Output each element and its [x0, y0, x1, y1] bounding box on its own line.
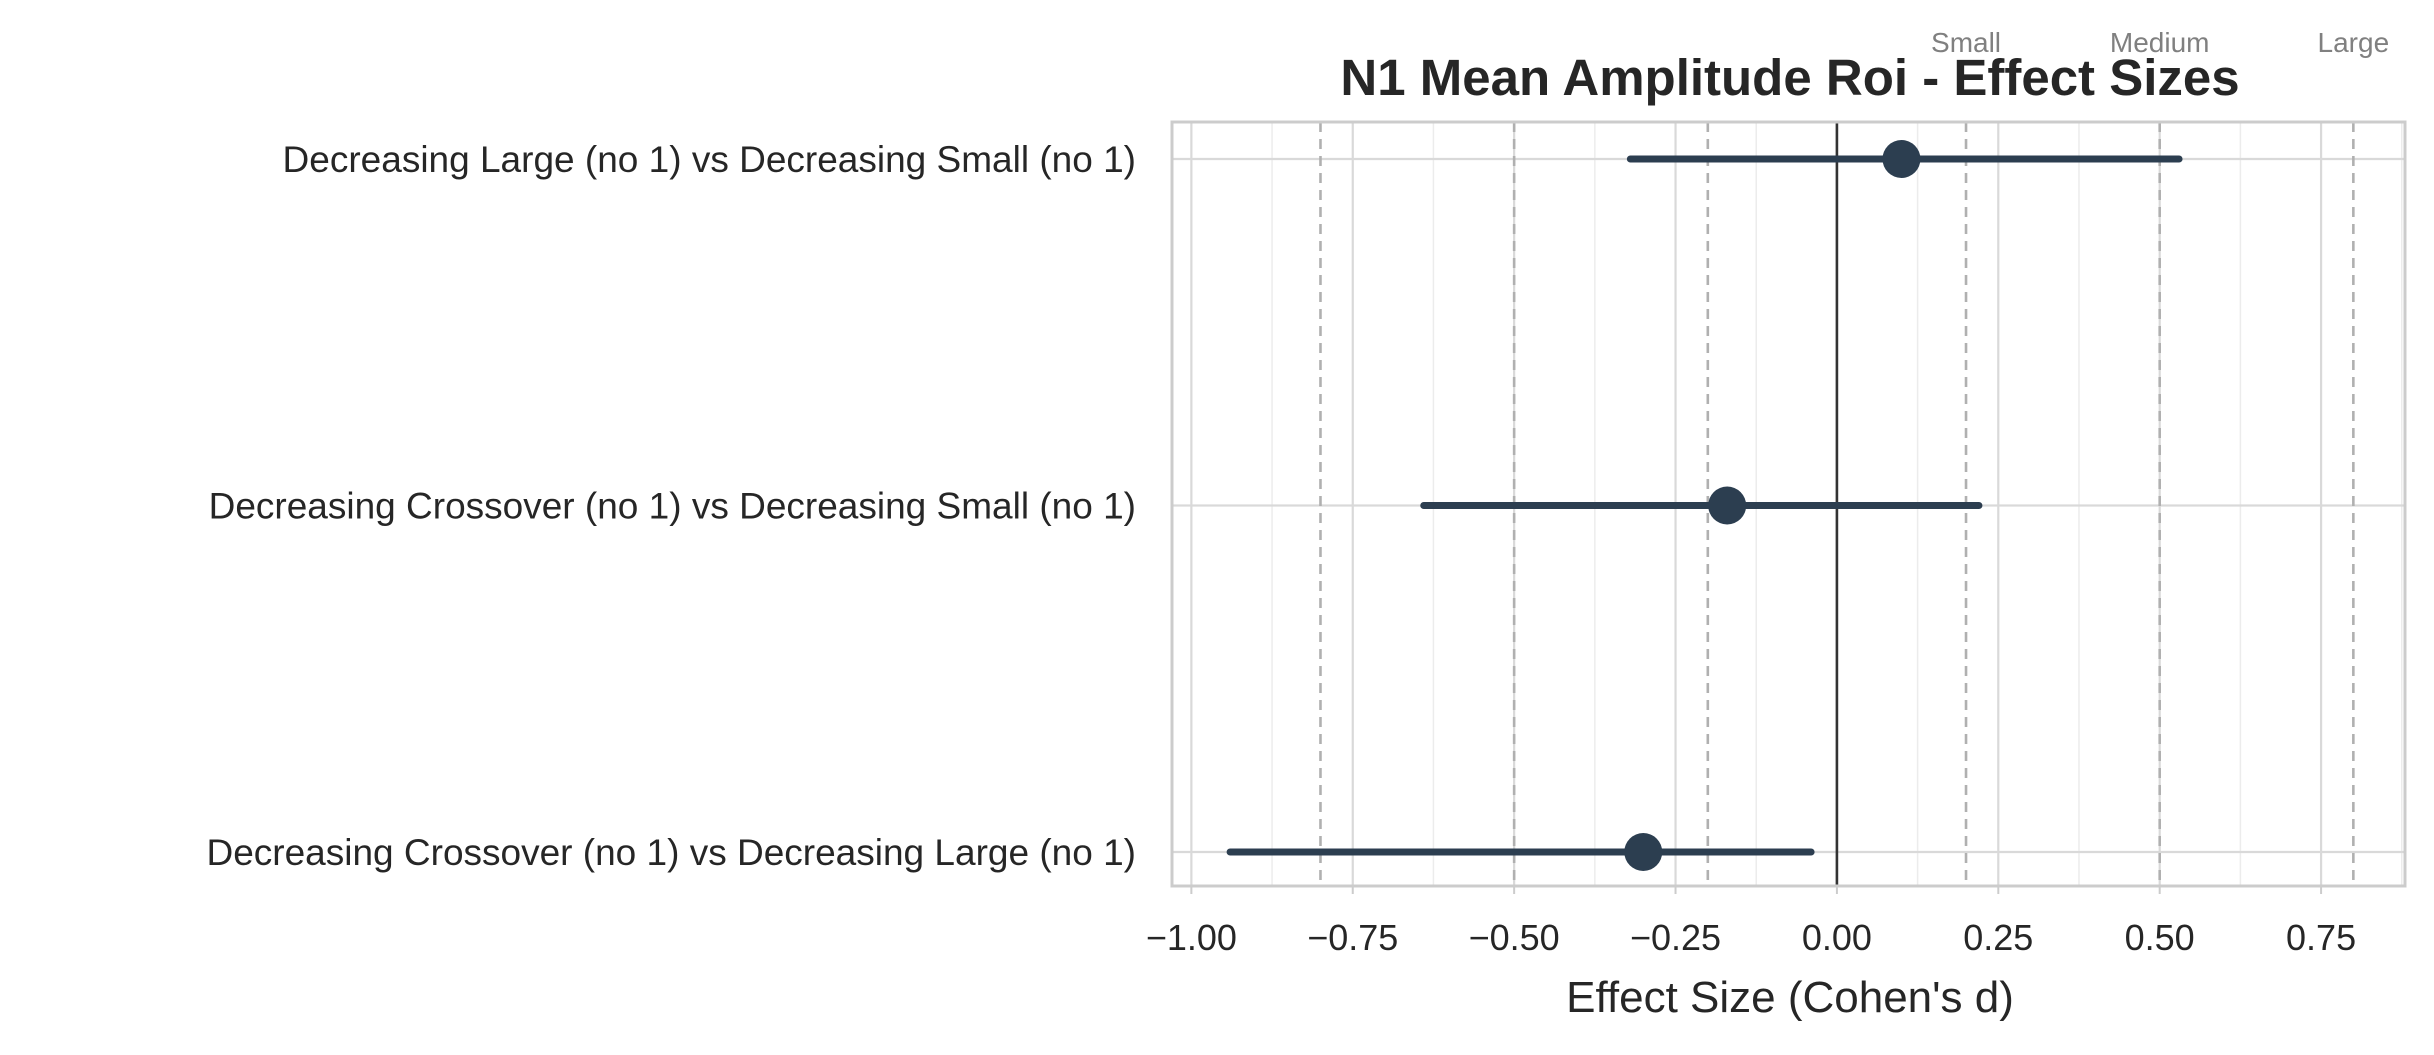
x-tick-label: 0.00 [1802, 917, 1872, 958]
x-tick-labels: −1.00 −0.75 −0.50 −0.25 0.00 0.25 0.50 0.75 [1146, 886, 2356, 958]
x-tick-label: −0.75 [1307, 917, 1398, 958]
y-tick-label: Decreasing Crossover (no 1) vs Decreasin… [209, 486, 1136, 527]
plot-frame [1170, 120, 2407, 888]
threshold-label: Small [1931, 27, 2001, 58]
x-tick-label: 0.25 [1963, 917, 2033, 958]
chart-title: N1 Mean Amplitude Roi - Effect Sizes [1340, 49, 2239, 106]
effect-size-point [1624, 833, 1663, 871]
y-tick-label: Decreasing Crossover (no 1) vs Decreasin… [206, 832, 1136, 873]
x-tick-label: −0.50 [1469, 917, 1560, 958]
y-tick-label: Decreasing Large (no 1) vs Decreasing Sm… [283, 139, 1136, 180]
x-tick-label: −0.25 [1630, 917, 1721, 958]
data-marks [1226, 140, 2183, 871]
y-tick-labels: Decreasing Large (no 1) vs Decreasing Sm… [206, 139, 1136, 873]
effect-size-point [1882, 140, 1921, 178]
x-axis-label: Effect Size (Cohen's d) [1566, 973, 2014, 1022]
effect-size-point [1708, 486, 1747, 525]
threshold-label: Medium [2110, 27, 2210, 58]
x-tick-label: 0.75 [2286, 917, 2356, 958]
threshold-label: Large [2318, 27, 2390, 58]
x-tick-label: 0.50 [2125, 917, 2195, 958]
threshold-labels: Small Medium Large [1931, 27, 2389, 58]
x-tick-label: −1.00 [1146, 917, 1237, 958]
